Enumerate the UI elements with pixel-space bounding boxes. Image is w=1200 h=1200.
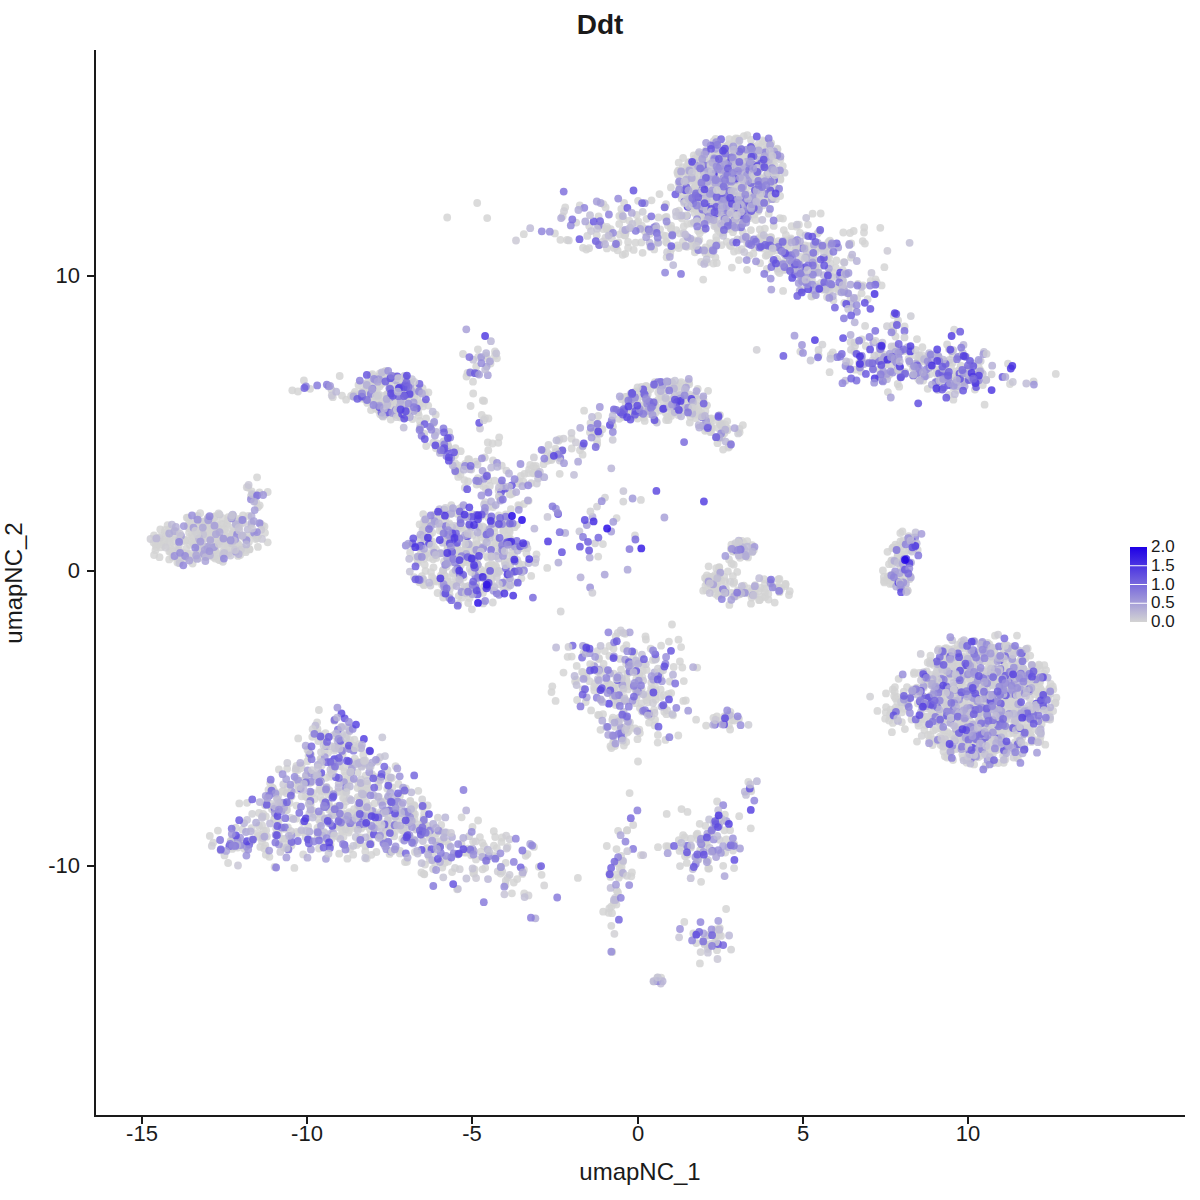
svg-text:0.5: 0.5 xyxy=(1151,593,1175,612)
svg-text:5: 5 xyxy=(797,1121,809,1146)
svg-text:1.0: 1.0 xyxy=(1151,575,1175,594)
svg-text:0: 0 xyxy=(632,1121,644,1146)
svg-text:1.5: 1.5 xyxy=(1151,556,1175,575)
svg-text:0.0: 0.0 xyxy=(1151,612,1175,631)
svg-text:-10: -10 xyxy=(48,853,80,878)
svg-text:2.0: 2.0 xyxy=(1151,537,1175,556)
svg-text:10: 10 xyxy=(56,263,80,288)
svg-text:0: 0 xyxy=(68,558,80,583)
svg-text:-15: -15 xyxy=(126,1121,158,1146)
svg-text:umapNC_2: umapNC_2 xyxy=(0,522,27,643)
svg-text:-10: -10 xyxy=(291,1121,323,1146)
svg-text:Ddt: Ddt xyxy=(577,9,624,40)
svg-text:umapNC_1: umapNC_1 xyxy=(579,1158,700,1185)
svg-text:10: 10 xyxy=(956,1121,980,1146)
svg-text:-5: -5 xyxy=(462,1121,482,1146)
